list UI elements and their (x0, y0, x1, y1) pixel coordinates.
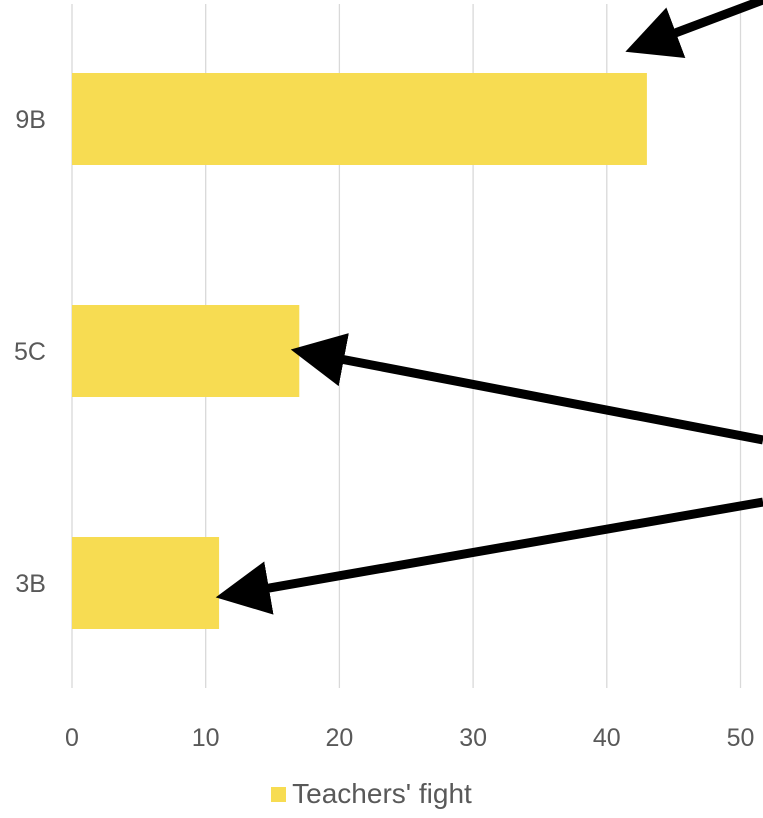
bar-9b (72, 73, 647, 165)
x-tick-label: 30 (459, 724, 487, 752)
x-tick-label: 10 (192, 724, 220, 752)
x-tick-label: 40 (593, 724, 621, 752)
legend-swatch (271, 786, 287, 802)
category-label: 9B (15, 106, 46, 134)
x-axis-ticks: 0 10 20 30 40 50 (65, 724, 754, 752)
category-label: 5C (14, 338, 46, 366)
x-tick-label: 20 (325, 724, 353, 752)
bar-3b (72, 537, 220, 629)
x-tick-label: 0 (65, 724, 79, 752)
category-label: 3B (15, 570, 46, 598)
x-tick-label: 50 (727, 724, 755, 752)
arrow-3b (215, 497, 763, 615)
arrow-9b (625, 0, 763, 59)
arrow-5c (290, 333, 763, 445)
annotation-arrows (215, 0, 763, 615)
legend-label: Teachers' fight (292, 778, 472, 809)
y-axis-categories: 9B 5C 3B (14, 106, 46, 598)
bars (72, 73, 647, 629)
bar-5c (72, 305, 300, 397)
legend: Teachers' fight (0, 778, 763, 810)
